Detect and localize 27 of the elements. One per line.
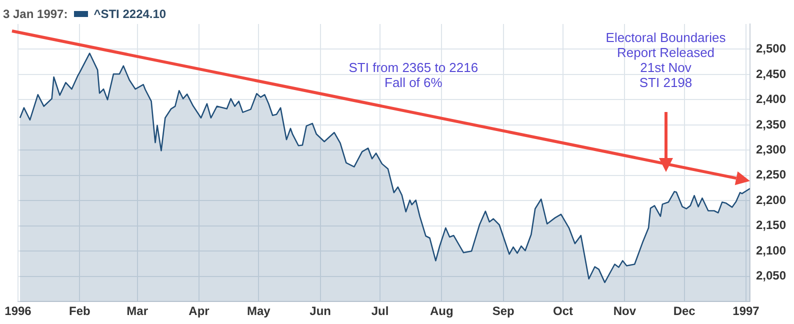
x-tick-label: Feb: [68, 304, 90, 318]
x-tick-label: Jul: [371, 304, 389, 318]
y-tick-label: 2,500: [756, 42, 786, 56]
y-tick-label: 2,050: [756, 268, 786, 283]
y-tick-label: 2,300: [756, 142, 786, 156]
legend-label: ^STI 2224.10: [94, 7, 166, 21]
x-tick-label: May: [247, 304, 271, 318]
x-tick-label: Jun: [310, 304, 332, 318]
x-tick-label: Dec: [673, 304, 696, 318]
y-tick-label: 2,400: [756, 92, 786, 106]
y-tick-label: 2,200: [756, 192, 786, 207]
chart-title: 3 Jan 1997:: [3, 7, 68, 21]
y-tick-label: 2,450: [756, 66, 786, 81]
y-tick-label: 2,150: [756, 218, 786, 232]
y-tick-label: 2,350: [756, 117, 786, 132]
x-tick-label: 1997: [732, 304, 760, 318]
x-tick-label: Sep: [492, 304, 514, 318]
y-tick-label: 2,250: [756, 168, 786, 182]
x-tick-label: Apr: [188, 304, 210, 318]
x-tick-label: 1996: [4, 304, 32, 318]
x-tick-label: Aug: [430, 304, 454, 318]
y-tick-label: 2,100: [756, 243, 786, 258]
x-tick-label: Nov: [613, 304, 636, 318]
annotation: STI from 2365 to 2216 Fall of 6%: [348, 60, 478, 90]
x-tick-label: Mar: [126, 304, 148, 318]
annotation: Electoral Boundaries Report Released 21st Nov STI 2198: [606, 30, 726, 90]
x-tick-label: Oct: [552, 304, 574, 318]
